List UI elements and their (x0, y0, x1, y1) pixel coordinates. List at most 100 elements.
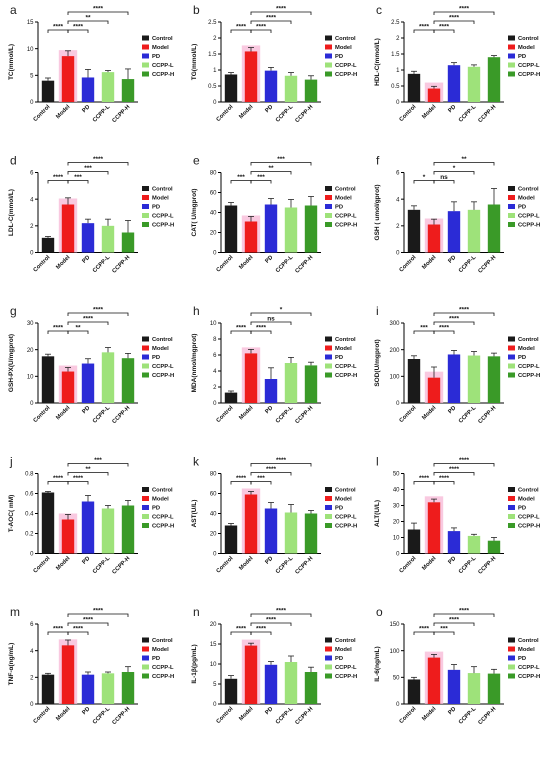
y-tick-label: 50 (393, 676, 400, 682)
significance-label: * (280, 307, 283, 314)
legend-label: Control (518, 488, 539, 494)
legend-swatch (142, 664, 149, 670)
legend-label: PD (518, 205, 526, 211)
significance-label: **** (93, 6, 104, 13)
legend-swatch (142, 186, 149, 191)
bar-model (244, 221, 258, 253)
bar-pd (81, 223, 95, 253)
legend-label: CCPP-H (518, 373, 540, 379)
legend-label: Model (152, 196, 169, 202)
legend-label: Control (335, 337, 356, 343)
significance-label: **** (439, 24, 450, 31)
significance-label: **** (276, 6, 287, 13)
bar-model (61, 371, 75, 403)
x-tick-label: CCPP-L (458, 555, 478, 575)
legend-swatch (508, 505, 515, 510)
x-tick-label: PD (447, 405, 457, 415)
significance-label: **** (419, 626, 430, 633)
bar-ccpp-h (487, 673, 501, 704)
significance-label: **** (236, 24, 247, 31)
significance-bracket (433, 622, 475, 626)
legend-swatch (142, 213, 149, 218)
panel-letter: f (376, 154, 380, 168)
bar-control (224, 392, 238, 403)
legend-label: CCPP-H (335, 373, 357, 379)
x-tick-label: CCPP-H (111, 556, 131, 576)
significance-bracket (250, 330, 272, 334)
bar-control (41, 492, 55, 554)
x-tick-label: CCPP-H (111, 706, 131, 726)
x-tick-label: Control (33, 254, 52, 273)
panel-letter: h (193, 304, 200, 318)
y-tick-label: 0.5 (391, 84, 400, 90)
y-tick-label: 20 (393, 520, 400, 526)
bar-ccpp-h (304, 672, 318, 704)
y-tick-label: 10 (210, 321, 217, 327)
legend-label: Model (152, 497, 169, 503)
legend-label: CCPP-H (335, 72, 357, 78)
legend-label: CCPP-L (518, 364, 540, 370)
x-tick-label: PD (81, 255, 91, 265)
y-tick-label: 2 (396, 36, 400, 42)
bar-pd (447, 531, 461, 554)
significance-label: **** (439, 475, 450, 482)
y-axis-label: IL-6(ng/mL) (374, 646, 381, 681)
bar-ccpp-l (101, 225, 115, 253)
significance-bracket (433, 631, 455, 635)
x-tick-label: CCPP-H (111, 405, 131, 425)
legend-label: CCPP-H (518, 524, 540, 530)
y-tick-label: 0 (213, 251, 217, 257)
legend-swatch (325, 523, 332, 528)
significance-label: * (423, 174, 426, 181)
significance-label: **** (83, 617, 94, 624)
x-tick-label: Control (33, 104, 52, 123)
legend-swatch (508, 53, 515, 59)
legend-swatch (142, 673, 149, 679)
significance-bracket (433, 180, 455, 184)
legend-swatch (142, 35, 149, 41)
significance-bracket (250, 622, 292, 626)
legend-label: Control (152, 488, 173, 494)
significance-label: **** (449, 316, 460, 323)
legend-swatch (142, 222, 149, 227)
bar-ccpp-h (121, 505, 135, 554)
y-tick-label: 15 (27, 20, 34, 26)
significance-bracket (250, 11, 312, 15)
y-tick-label: 30 (393, 504, 400, 510)
significance-bracket (250, 321, 292, 325)
significance-label: ** (85, 15, 91, 22)
y-tick-label: 0.5 (208, 84, 217, 90)
significance-bracket (67, 171, 109, 175)
bar-control (407, 529, 421, 554)
legend-label: Control (152, 638, 173, 644)
significance-bracket (433, 321, 475, 325)
legend-swatch (508, 523, 515, 528)
significance-bracket (250, 180, 272, 184)
panel-letter: n (193, 605, 200, 619)
x-tick-label: Control (216, 706, 235, 725)
y-tick-label: 6 (30, 622, 34, 628)
significance-bracket (433, 171, 475, 175)
y-tick-label: 0 (213, 702, 217, 708)
significance-bracket (67, 321, 109, 325)
legend-label: Model (335, 346, 352, 352)
legend-label: PD (152, 506, 160, 512)
y-tick-label: 30 (27, 321, 34, 327)
legend-swatch (325, 53, 332, 59)
legend-label: CCPP-H (152, 72, 174, 78)
x-tick-label: CCPP-H (477, 255, 497, 275)
x-tick-label: PD (447, 255, 457, 265)
bar-control (41, 80, 55, 102)
legend-swatch (325, 204, 332, 209)
legend-swatch (508, 213, 515, 218)
panel-letter: k (193, 455, 200, 469)
x-tick-label: CCPP-L (275, 104, 295, 124)
bar-ccpp-l (284, 75, 298, 102)
bar-ccpp-l (467, 535, 481, 554)
significance-label: *** (257, 174, 265, 181)
legend-swatch (508, 664, 515, 670)
significance-label: ns (267, 316, 275, 323)
